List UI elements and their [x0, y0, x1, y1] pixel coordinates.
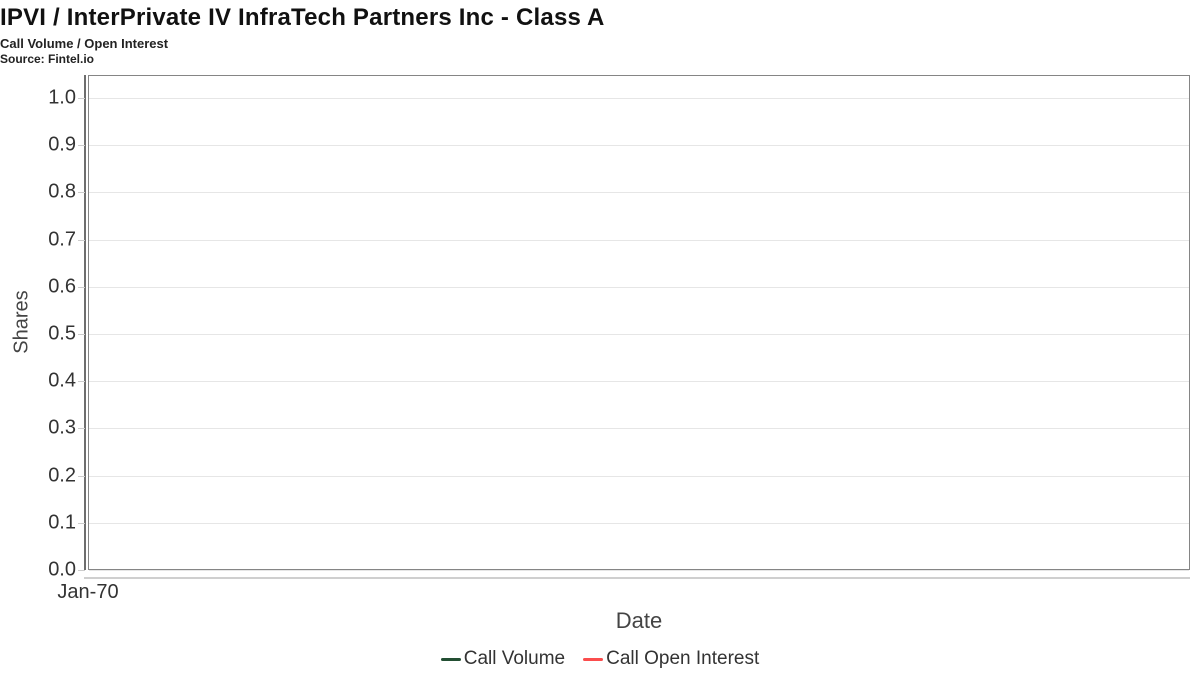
y-gridline [89, 239, 1189, 241]
plot-area [88, 75, 1190, 571]
y-tick-label: 0.4 [48, 369, 76, 392]
x-tick-label: Jan-70 [57, 581, 119, 603]
y-tick-mark [78, 381, 85, 383]
y-tick-label: 0.7 [48, 228, 76, 251]
y-tick-label: 0.2 [48, 464, 76, 487]
y-tick-mark [78, 428, 85, 430]
legend-line-icon [583, 657, 604, 661]
legend-item-call-open-interest[interactable]: Call Open Interest [583, 648, 759, 670]
y-gridline [89, 428, 1189, 430]
y-tick-mark [78, 192, 85, 194]
y-tick-mark [78, 522, 85, 524]
y-gridline [89, 192, 1189, 194]
y-axis-title: Shares [10, 290, 33, 354]
y-tick-label: 0.0 [48, 558, 76, 581]
y-gridline [89, 334, 1189, 335]
y-tick-mark [78, 239, 85, 241]
y-tick-mark [78, 98, 85, 99]
x-axis-line [84, 577, 1190, 579]
legend-label: Call Volume [463, 648, 566, 669]
legend: Call Volume Call Open Interest [0, 646, 1200, 672]
y-gridline [89, 381, 1189, 383]
y-tick-label: 1.0 [48, 86, 76, 109]
y-tick-label: 0.8 [48, 180, 76, 203]
chart-subtitle: Call Volume / Open Interest [0, 36, 169, 51]
y-gridline [89, 522, 1189, 524]
y-tick-label: 0.9 [48, 133, 76, 156]
y-tick-mark [78, 286, 85, 288]
y-gridline [89, 145, 1189, 147]
y-tick-mark [78, 145, 85, 147]
x-axis-title: Date [615, 608, 663, 633]
chart-source-credit: Source: Fintel.io [0, 52, 95, 66]
y-gridline [89, 98, 1189, 99]
y-gridline [89, 475, 1189, 477]
y-tick-mark [78, 570, 85, 571]
y-tick-label: 0.1 [48, 511, 76, 534]
y-tick-mark [78, 475, 85, 477]
y-tick-label: 0.6 [48, 275, 76, 298]
y-gridline [89, 570, 1189, 571]
legend-line-icon [440, 657, 461, 661]
legend-item-call-volume[interactable]: Call Volume [440, 648, 566, 670]
chart-title: IPVI / InterPrivate IV InfraTech Partner… [0, 4, 605, 31]
y-tick-label: 0.3 [48, 416, 76, 439]
y-axis-line [84, 75, 86, 570]
y-tick-label: 0.5 [48, 322, 76, 345]
legend-label: Call Open Interest [606, 648, 760, 669]
y-tick-mark [78, 334, 85, 335]
y-gridline [89, 286, 1189, 288]
